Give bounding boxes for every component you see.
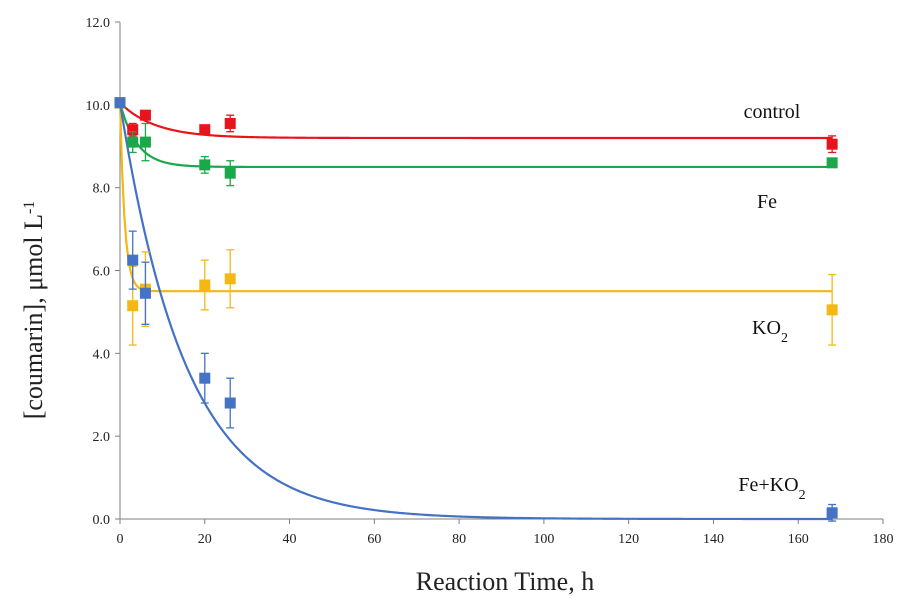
y-axis-title-main: [coumarin], μmol L [19, 214, 48, 419]
data-point-fe [127, 136, 139, 148]
y-tick-label: 2.0 [93, 430, 111, 445]
fit-curve-ko2 [118, 102, 833, 293]
fit-curve-fe [118, 102, 833, 169]
data-point-fe-ko2 [199, 372, 211, 384]
x-tick-label: 60 [367, 532, 381, 547]
y-tick-label: 12.0 [86, 16, 111, 31]
x-tick-label: 160 [788, 532, 809, 547]
data-point-fe [199, 159, 211, 171]
y-axis-title-sup: -1 [21, 201, 38, 214]
y-tick-label: 4.0 [93, 347, 111, 362]
data-point-fe [139, 136, 151, 148]
x-tick-label: 20 [198, 532, 212, 547]
data-point-fe-ko2 [826, 507, 838, 519]
x-tick-label: 140 [703, 532, 724, 547]
data-point-control [224, 117, 236, 129]
data-point-ko2 [224, 273, 236, 285]
x-tick-label: 100 [533, 532, 554, 547]
data-point-control [826, 138, 838, 150]
data-point-fe [826, 157, 838, 169]
data-point-fe-ko2 [139, 287, 151, 299]
data-point-control [139, 109, 151, 121]
x-axis-title: Reaction Time, h [416, 567, 594, 596]
y-tick-label: 6.0 [93, 265, 111, 280]
series-label-ko2: KO2 [752, 317, 788, 346]
series-label-fe: Fe [757, 191, 777, 213]
y-tick-label: 8.0 [93, 182, 111, 197]
data-markers [114, 97, 838, 522]
fit-curve-fe-ko2 [118, 102, 833, 521]
series-label-fe-ko2: Fe+KO2 [738, 474, 805, 503]
data-point-fe [224, 167, 236, 179]
x-tick-label: 40 [283, 532, 297, 547]
data-point-control [127, 124, 139, 136]
data-point-ko2 [826, 304, 838, 316]
x-tick-label: 0 [117, 532, 124, 547]
chart-axes: 0 20 40 60 80 100 120 140 160 180 0.0 2.0 4.0 6.0 8.0 1… [86, 16, 894, 547]
series-labels: control Fe KO2 Fe+KO2 [738, 101, 805, 503]
data-point-ko2 [199, 279, 211, 291]
y-tick-label: 10.0 [86, 99, 111, 114]
series-label-control: control [744, 101, 801, 123]
data-point-ko2 [127, 300, 139, 312]
fit-curves [118, 101, 833, 521]
x-tick-label: 120 [618, 532, 639, 547]
fit-curve-control [119, 101, 833, 140]
x-tick-label: 180 [873, 532, 894, 547]
data-point-fe-ko2 [224, 397, 236, 409]
y-axis-title: [coumarin], μmol L-1 [19, 201, 48, 420]
y-tick-label: 0.0 [93, 513, 111, 528]
x-tick-label: 80 [452, 532, 466, 547]
data-point-fe-ko2 [127, 254, 139, 266]
data-point-fe-ko2 [114, 97, 126, 109]
data-point-control [199, 124, 211, 136]
